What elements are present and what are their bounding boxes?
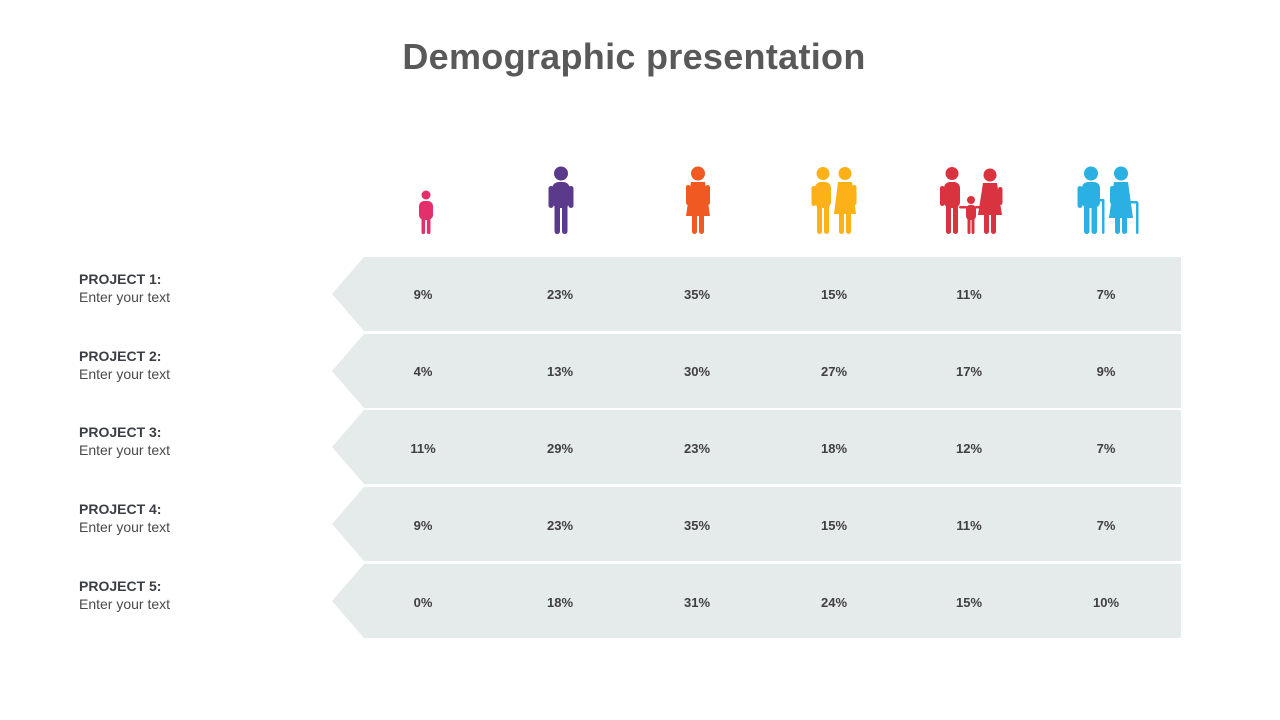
row-label: PROJECT 2: Enter your text xyxy=(79,347,170,383)
value-cell: 0% xyxy=(413,595,433,610)
value-cell: 7% xyxy=(1096,518,1116,533)
value-cell: 9% xyxy=(413,287,433,302)
project-name: PROJECT 5: xyxy=(79,578,162,594)
value-cell: 35% xyxy=(683,518,711,533)
value-cell: 9% xyxy=(1096,364,1116,379)
data-band xyxy=(332,487,1181,561)
project-name: PROJECT 2: xyxy=(79,348,162,364)
value-cell: 10% xyxy=(1092,595,1120,610)
value-cell: 4% xyxy=(413,364,433,379)
project-description: Enter your text xyxy=(79,442,171,458)
couple-icon xyxy=(809,160,859,236)
project-name: PROJECT 3: xyxy=(79,424,162,440)
value-cell: 23% xyxy=(683,441,711,456)
data-band xyxy=(332,257,1181,331)
value-cell: 24% xyxy=(820,595,848,610)
value-cell: 23% xyxy=(546,518,574,533)
row-label: PROJECT 5: Enter your text xyxy=(79,577,170,613)
value-cell: 7% xyxy=(1096,441,1116,456)
value-cell: 11% xyxy=(956,518,982,533)
project-description: Enter your text xyxy=(79,596,171,612)
project-name: PROJECT 1: xyxy=(79,271,162,287)
row-label: PROJECT 1: Enter your text xyxy=(79,270,170,306)
value-cell: 11% xyxy=(956,287,982,302)
row-label: PROJECT 3: Enter your text xyxy=(79,423,170,459)
value-cell: 23% xyxy=(546,287,574,302)
value-cell: 7% xyxy=(1096,287,1116,302)
data-band xyxy=(332,564,1181,638)
value-cell: 9% xyxy=(413,518,433,533)
value-cell: 12% xyxy=(955,441,983,456)
value-cell: 31% xyxy=(683,595,711,610)
family-icon xyxy=(938,160,1006,236)
child-icon xyxy=(414,160,438,236)
value-cell: 30% xyxy=(683,364,711,379)
value-cell: 29% xyxy=(546,441,574,456)
project-description: Enter your text xyxy=(79,289,171,305)
row-label: PROJECT 4: Enter your text xyxy=(79,500,170,536)
page-title: Demographic presentation xyxy=(402,36,866,77)
value-cell: 15% xyxy=(955,595,983,610)
project-description: Enter your text xyxy=(79,519,171,535)
value-cell: 15% xyxy=(820,518,848,533)
project-name: PROJECT 4: xyxy=(79,501,162,517)
young-man-icon xyxy=(545,160,577,236)
value-cell: 18% xyxy=(546,595,574,610)
elderly-couple-icon xyxy=(1074,160,1140,236)
value-cell: 11% xyxy=(410,441,436,456)
value-cell: 17% xyxy=(955,364,983,379)
value-cell: 18% xyxy=(820,441,848,456)
data-band xyxy=(332,410,1181,484)
value-cell: 27% xyxy=(820,364,848,379)
project-description: Enter your text xyxy=(79,366,171,382)
data-band xyxy=(332,334,1181,408)
value-cell: 15% xyxy=(820,287,848,302)
value-cell: 35% xyxy=(683,287,711,302)
woman-icon xyxy=(682,160,714,236)
value-cell: 13% xyxy=(546,364,574,379)
